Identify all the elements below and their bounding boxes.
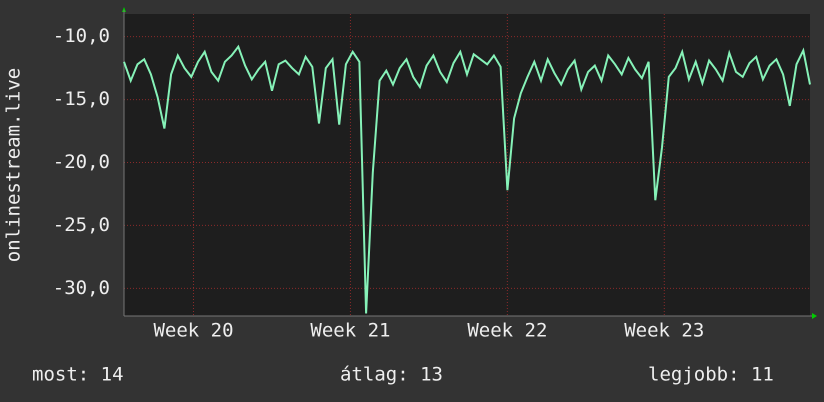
y-tick-label: -25,0 [53, 214, 110, 236]
y-axis-label: onlinestream.live [3, 68, 25, 262]
footer-stat: most: 14 [32, 364, 124, 386]
series-line [123, 44, 811, 314]
axis-arrow [122, 7, 126, 12]
y-tick-label: -30,0 [53, 277, 110, 299]
x-tick-label: Week 21 [310, 320, 390, 342]
axis-arrow [812, 313, 817, 319]
x-tick-label: Week 20 [153, 320, 233, 342]
x-tick-label: Week 22 [467, 320, 547, 342]
y-tick-label: -20,0 [53, 151, 110, 173]
footer-stat: legjobb: 11 [648, 364, 774, 386]
footer-stat: átlag: 13 [340, 364, 443, 386]
y-tick-label: -15,0 [53, 88, 110, 110]
x-tick-label: Week 23 [624, 320, 704, 342]
y-tick-label: -10,0 [53, 25, 110, 47]
